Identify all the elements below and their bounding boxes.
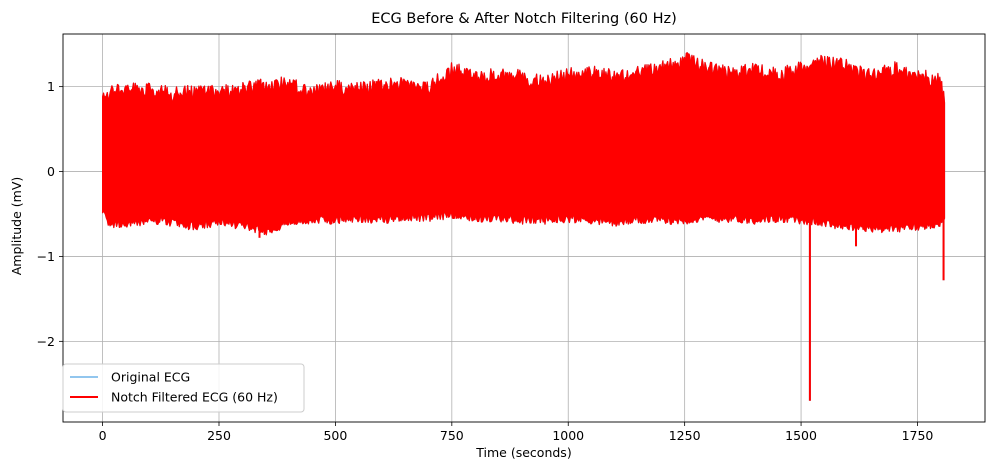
y-tick-label: 1: [47, 79, 55, 94]
series-layer: [102, 52, 946, 401]
legend-label-original-ecg: Original ECG: [111, 370, 190, 385]
ticks: 0 250 500 750 1000 1250 1500 1750 −2 −1 0 1: [37, 79, 934, 443]
y-tick-label: −1: [37, 249, 55, 264]
y-tick-label: 0: [47, 164, 55, 179]
x-tick-label: 1750: [902, 428, 934, 443]
series-notch-filtered-ecg: [102, 52, 946, 401]
y-tick-label: −2: [37, 334, 55, 349]
y-axis-label: Amplitude (mV): [9, 177, 24, 276]
x-tick-label: 1500: [785, 428, 817, 443]
plot-frame: [62, 33, 986, 423]
x-tick-label: 750: [440, 428, 464, 443]
x-axis-label: Time (seconds): [475, 445, 571, 460]
legend-box: [62, 363, 305, 413]
x-tick-label: 250: [207, 428, 231, 443]
legend: Original ECG Notch Filtered ECG (60 Hz): [62, 363, 305, 413]
chart-title: ECG Before & After Notch Filtering (60 H…: [371, 11, 677, 27]
x-tick-label: 1250: [669, 428, 701, 443]
x-tick-label: 1000: [552, 428, 584, 443]
x-tick-label: 500: [323, 428, 347, 443]
x-tick-label: 0: [99, 428, 107, 443]
legend-label-notch-filtered-ecg: Notch Filtered ECG (60 Hz): [111, 390, 278, 405]
